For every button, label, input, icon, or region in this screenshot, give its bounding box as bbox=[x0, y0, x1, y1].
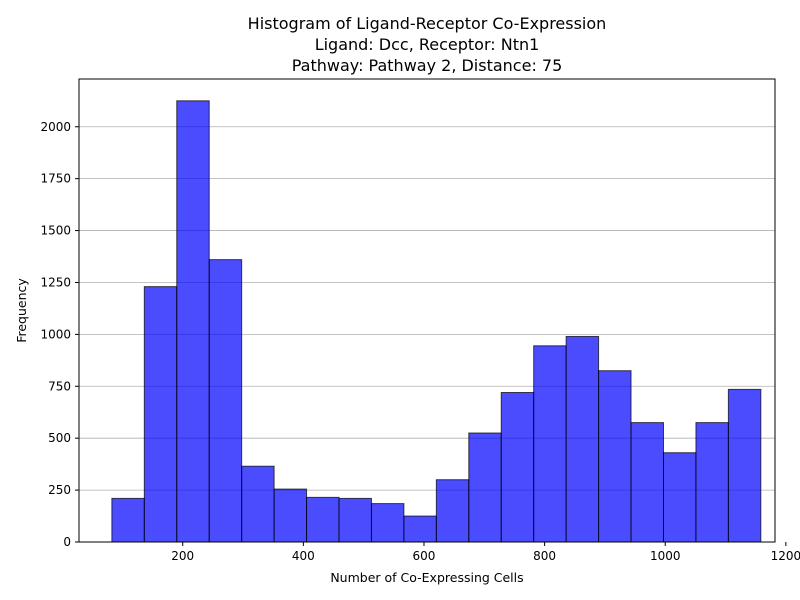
histogram-bar bbox=[370, 503, 405, 543]
chart-title-line-3: Pathway: Pathway 2, Distance: 75 bbox=[292, 56, 563, 75]
y-tick-label: 250 bbox=[48, 483, 71, 497]
histogram-bar bbox=[403, 515, 437, 543]
histogram-bar bbox=[435, 479, 470, 543]
histogram-bar bbox=[208, 259, 243, 543]
y-tick-label: 1500 bbox=[40, 224, 71, 238]
y-tick-label: 1000 bbox=[40, 327, 71, 341]
histogram-bar bbox=[630, 422, 664, 543]
histogram-bar bbox=[111, 497, 145, 543]
histogram-bar bbox=[598, 370, 632, 543]
y-tick-label: 1750 bbox=[40, 172, 71, 186]
y-tick-label: 1250 bbox=[40, 275, 71, 289]
histogram-bar bbox=[468, 432, 502, 543]
chart-title-line-1: Histogram of Ligand-Receptor Co-Expressi… bbox=[248, 14, 607, 33]
histogram-bar bbox=[727, 388, 762, 543]
x-tick-label: 1000 bbox=[650, 549, 681, 563]
histogram-bar bbox=[241, 465, 275, 543]
histogram-bar bbox=[500, 392, 535, 543]
y-tick-label: 2000 bbox=[40, 120, 71, 134]
histogram-bar bbox=[565, 335, 600, 543]
histogram-bars bbox=[111, 100, 762, 543]
histogram-bar bbox=[273, 488, 308, 543]
histogram-bar bbox=[176, 100, 210, 543]
y-axis-label: Frequency bbox=[14, 278, 29, 343]
plot-area-frame bbox=[78, 78, 776, 543]
y-axis-ticks: 0 250 500 750 1000 1250 1500 1750 2000 bbox=[40, 120, 79, 549]
y-tick-label: 500 bbox=[48, 431, 71, 445]
x-tick-label: 200 bbox=[171, 549, 194, 563]
y-tick-label: 0 bbox=[63, 535, 71, 549]
chart-title-line-2: Ligand: Dcc, Receptor: Ntn1 bbox=[315, 35, 540, 54]
histogram-bar bbox=[338, 497, 372, 543]
histogram-bar bbox=[533, 345, 567, 543]
histogram-bar bbox=[306, 496, 340, 543]
x-axis-ticks: 200 400 600 800 1000 1200 bbox=[171, 542, 800, 563]
x-axis-label: Number of Co-Expressing Cells bbox=[330, 570, 523, 585]
histogram-bar bbox=[662, 452, 697, 543]
x-tick-label: 600 bbox=[413, 549, 436, 563]
histogram-bar bbox=[695, 422, 729, 543]
x-tick-label: 1200 bbox=[771, 549, 800, 563]
x-tick-label: 800 bbox=[533, 549, 556, 563]
histogram-bar bbox=[143, 286, 178, 543]
x-tick-label: 400 bbox=[292, 549, 315, 563]
y-tick-label: 750 bbox=[48, 379, 71, 393]
